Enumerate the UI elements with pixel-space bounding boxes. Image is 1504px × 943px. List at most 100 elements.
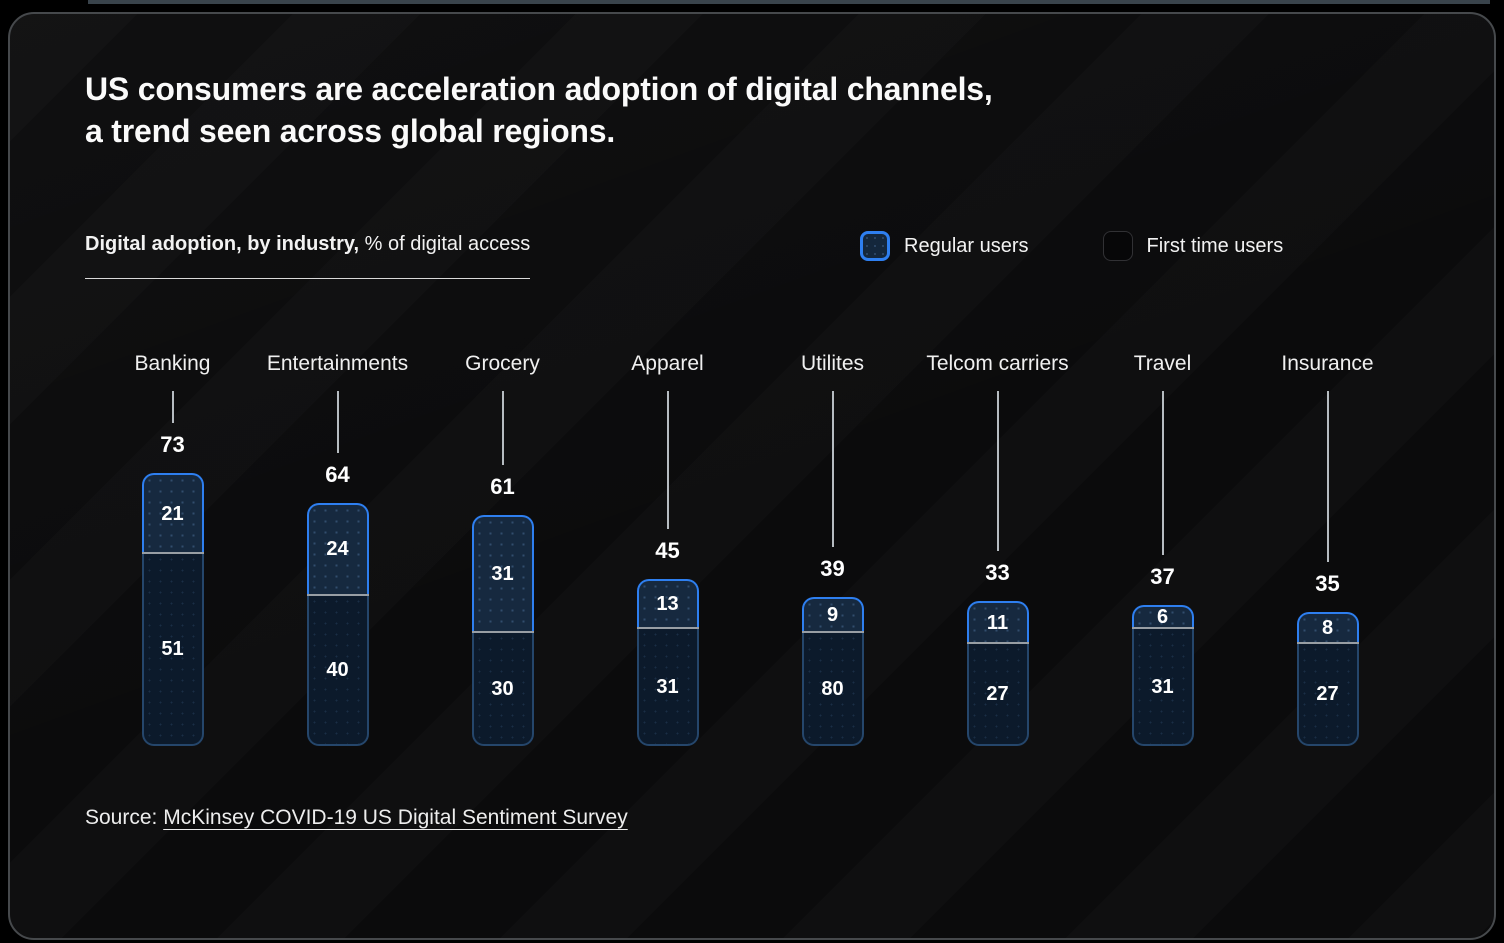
chart-column-insurance: Insurance 35 8 27	[1245, 352, 1410, 746]
total-value: 73	[160, 432, 185, 458]
chart-column-entertainments: Entertainments 64 24 40	[255, 352, 420, 746]
title-line-2: a trend seen across global regions.	[85, 113, 616, 150]
chart-column-travel: Travel 37 6 31	[1080, 352, 1245, 746]
bar-segment-first-time-users: 30	[471, 633, 534, 746]
connector-line	[831, 391, 834, 548]
first-time-users-swatch-icon	[1102, 231, 1133, 261]
category-label: Telcom carriers	[926, 352, 1069, 375]
chart-column-utilites: Utilites 39 9 80	[750, 352, 915, 746]
stacked-bar: 9 80	[801, 597, 864, 746]
total-value: 37	[1150, 563, 1175, 589]
stacked-bar: 21 51	[141, 473, 204, 746]
bar-segment-first-time-users: 40	[306, 595, 369, 746]
bar-segment-first-time-users: 27	[1296, 644, 1359, 746]
subtitle-rest: % of digital access	[359, 233, 531, 255]
stacked-bar: 11 27	[966, 601, 1029, 746]
legend: Regular users First time users	[860, 231, 1283, 261]
connector-line	[1326, 391, 1329, 563]
legend-item-first-time-users: First time users	[1102, 231, 1284, 261]
segment-value: 6	[1156, 606, 1169, 629]
segment-value: 51	[161, 638, 184, 661]
bar-segment-first-time-users: 27	[966, 644, 1029, 746]
segment-value: 40	[326, 658, 349, 681]
bar-segment-first-time-users: 51	[141, 554, 204, 746]
segment-value: 24	[326, 538, 349, 561]
regular-users-swatch-icon	[860, 231, 890, 261]
segment-divider	[636, 627, 699, 630]
segment-value: 21	[161, 502, 184, 525]
segment-value: 80	[821, 677, 844, 700]
bar-segment-regular-users: 11	[966, 601, 1029, 643]
chart-column-banking: Banking 73 21 51	[90, 352, 255, 746]
segment-value: 31	[1151, 675, 1174, 698]
subtitle-bold: Digital adoption, by industry,	[85, 233, 360, 255]
segment-divider	[1131, 627, 1194, 630]
segment-value: 27	[986, 683, 1009, 706]
category-label: Travel	[1133, 352, 1192, 375]
card-panel	[8, 12, 1496, 940]
segment-value: 31	[656, 675, 679, 698]
segment-value: 31	[491, 562, 514, 585]
segment-value: 27	[1316, 683, 1339, 706]
segment-divider	[801, 631, 864, 634]
source-link[interactable]: McKinsey COVID-19 US Digital Sentiment S…	[163, 806, 628, 829]
chart-column-grocery: Grocery 61 31 30	[420, 352, 585, 746]
stacked-bar: 6 31	[1131, 604, 1194, 746]
total-value: 61	[490, 473, 515, 499]
total-value: 33	[985, 560, 1010, 586]
total-value: 39	[820, 556, 845, 582]
segment-divider	[306, 593, 369, 596]
bar-segment-regular-users: 31	[471, 514, 534, 632]
bar-segment-regular-users: 6	[1131, 604, 1194, 629]
stacked-bar: 31 30	[471, 514, 534, 746]
bar-segment-regular-users: 13	[636, 578, 699, 628]
title-line-1: US consumers are acceleration adoption o…	[85, 71, 993, 107]
legend-item-regular-users: Regular users	[860, 231, 1029, 261]
bar-segment-regular-users: 8	[1296, 612, 1359, 643]
segment-value: 11	[986, 611, 1009, 634]
stacked-bar-chart: Banking 73 21 51 Entertainments 64 24	[90, 352, 1410, 746]
segment-divider	[966, 642, 1029, 645]
bar-segment-regular-users: 9	[801, 597, 864, 632]
segment-value: 9	[826, 604, 839, 627]
chart-subtitle: Digital adoption, by industry, % of digi…	[85, 233, 531, 279]
segment-value: 30	[491, 677, 514, 700]
segment-divider	[141, 552, 204, 555]
legend-label: Regular users	[904, 234, 1029, 257]
chart-column-apparel: Apparel 45 13 31	[585, 352, 750, 746]
chart-column-telcom-carriers: Telcom carriers 33 11 27	[915, 352, 1080, 746]
total-value: 45	[655, 537, 680, 563]
segment-divider	[1296, 642, 1359, 645]
source-line: Source: McKinsey COVID-19 US Digital Sen…	[85, 806, 628, 830]
bar-segment-first-time-users: 31	[1131, 629, 1194, 746]
connector-line	[171, 391, 174, 424]
category-label: Apparel	[631, 352, 704, 375]
page-title: US consumers are acceleration adoption o…	[85, 68, 993, 152]
connector-line	[336, 391, 339, 454]
category-label: Entertainments	[266, 352, 409, 375]
segment-value: 13	[656, 593, 679, 616]
legend-label: First time users	[1146, 234, 1284, 257]
bar-segment-regular-users: 24	[306, 503, 369, 594]
segment-divider	[471, 631, 534, 634]
bar-segment-first-time-users: 80	[801, 633, 864, 746]
connector-line	[666, 391, 669, 529]
stacked-bar: 8 27	[1296, 612, 1359, 746]
bar-segment-regular-users: 21	[141, 473, 204, 553]
source-prefix: Source:	[85, 806, 164, 829]
total-value: 64	[325, 462, 350, 488]
category-label: Insurance	[1281, 352, 1374, 375]
category-label: Grocery	[465, 352, 540, 375]
connector-line	[501, 391, 504, 465]
bar-segment-first-time-users: 31	[636, 629, 699, 746]
connector-line	[1161, 391, 1164, 555]
stacked-bar: 24 40	[306, 503, 369, 746]
top-edge-highlight	[88, 0, 1490, 4]
connector-line	[996, 391, 999, 552]
segment-value: 8	[1321, 617, 1334, 640]
total-value: 35	[1315, 571, 1340, 597]
category-label: Utilites	[800, 352, 864, 375]
category-label: Banking	[134, 352, 211, 375]
stacked-bar: 13 31	[636, 578, 699, 746]
